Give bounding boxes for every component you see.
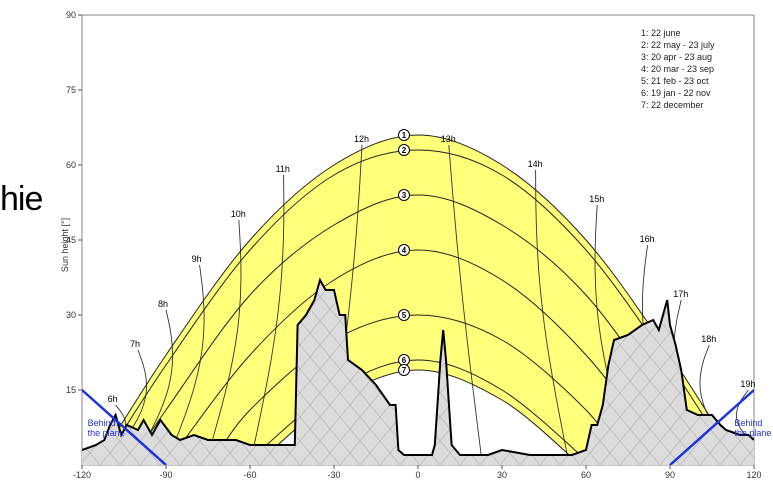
hour-line	[249, 174, 285, 465]
legend-entry: 5: 21 feb - 23 oct	[641, 76, 709, 86]
hour-label: 12h	[354, 134, 369, 144]
y-tick-label: 45	[66, 235, 76, 245]
y-tick-label: 90	[66, 10, 76, 20]
day-marker-label: 7	[402, 366, 407, 375]
y-tick-label: 15	[66, 385, 76, 395]
x-tick-label: 120	[746, 470, 761, 480]
day-marker-circle	[398, 189, 410, 201]
day-marker-label: 6	[402, 356, 407, 365]
horizon-line	[82, 277, 754, 456]
day-curve-4	[165, 249, 671, 465]
day-curve-5	[210, 314, 626, 465]
hour-label: 17h	[673, 289, 688, 299]
x-tick-label: 60	[581, 470, 591, 480]
legend: 1: 22 june 2: 22 may - 23 july 3: 20 apr -…	[641, 28, 715, 110]
hour-label: 19h	[740, 379, 755, 389]
x-tick-label: -120	[73, 470, 91, 480]
day-marker-label: 3	[402, 191, 407, 200]
hour-line	[204, 219, 242, 465]
behind-plane-line-right	[669, 389, 754, 465]
x-tick-label: -90	[159, 470, 172, 480]
day-marker-circle	[398, 309, 410, 321]
legend-entry: 2: 22 may - 23 july	[641, 40, 715, 50]
hour-label: 13h	[441, 134, 456, 144]
legend-entry: 4: 20 mar - 23 sep	[641, 64, 714, 74]
x-tick-label: -60	[243, 470, 256, 480]
cropped-side-text: hie	[0, 180, 43, 218]
hour-label: 10h	[231, 209, 246, 219]
horizon-shading	[82, 280, 754, 465]
day-marker-circle	[398, 129, 410, 141]
hour-label: 16h	[640, 234, 655, 244]
legend-entry: 1: 22 june	[641, 28, 681, 38]
day-marker-circle	[398, 244, 410, 256]
hour-label: 15h	[589, 194, 604, 204]
hour-label: 6h	[108, 394, 118, 404]
behind-plane-line-left	[82, 389, 167, 465]
day-marker-label: 2	[402, 146, 407, 155]
hour-line	[535, 169, 570, 465]
hour-label: 8h	[158, 299, 168, 309]
y-tick-label: 75	[66, 85, 76, 95]
y-tick-label: 30	[66, 310, 76, 320]
behind-plane-label: the plane	[734, 428, 771, 438]
legend-entry: 6: 19 jan - 22 nov	[641, 88, 711, 98]
sun-band	[96, 135, 740, 465]
behind-plane-label: Behind	[88, 418, 116, 428]
day-marker-circle	[398, 144, 410, 156]
day-marker-label: 4	[402, 246, 407, 255]
x-tick-label: -30	[327, 470, 340, 480]
legend-entry: 7: 22 december	[641, 100, 704, 110]
hour-label: 11h	[276, 164, 290, 174]
x-tick-label: 30	[497, 470, 507, 480]
day-marker-label: 1	[402, 131, 407, 140]
hour-label: 14h	[528, 159, 543, 169]
hour-label: 18h	[701, 334, 716, 344]
legend-entry: 3: 20 apr - 23 aug	[641, 52, 712, 62]
behind-plane-label: the plane	[88, 428, 125, 438]
hour-line	[448, 144, 483, 465]
hour-label: 7h	[130, 339, 140, 349]
x-tick-label: 0	[415, 470, 420, 480]
y-tick-label: 60	[66, 160, 76, 170]
hour-label: 9h	[192, 254, 202, 264]
behind-plane-label: Behind	[734, 418, 762, 428]
day-marker-circle	[398, 364, 410, 376]
y-axis-label: Sun height [°]	[60, 218, 70, 272]
x-tick-label: 90	[665, 470, 675, 480]
day-marker-label: 5	[402, 311, 407, 320]
hour-line	[165, 264, 205, 465]
